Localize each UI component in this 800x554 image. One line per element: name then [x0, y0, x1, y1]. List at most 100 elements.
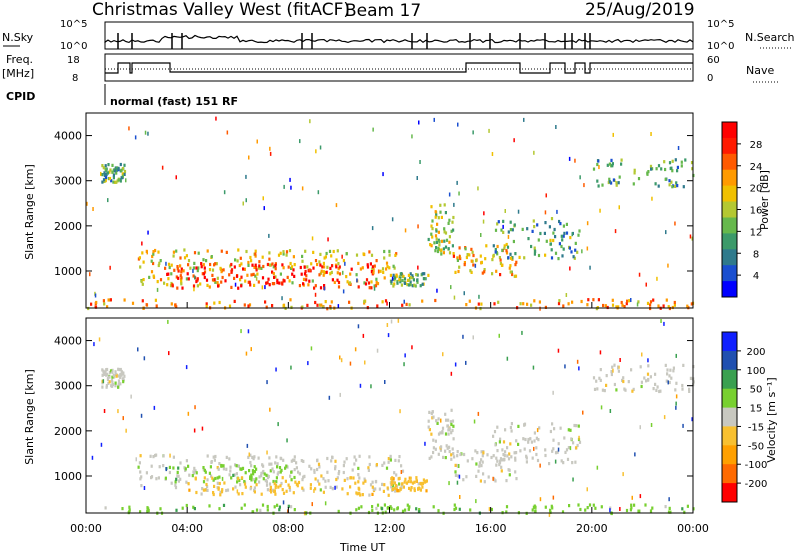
power-cell [537, 253, 541, 258]
velocity-cell-sparse [578, 435, 580, 440]
velocity-cell [287, 504, 290, 508]
velocity-cell [609, 506, 612, 510]
power-cell [409, 272, 412, 276]
velocity-cell [318, 465, 321, 469]
velocity-cell [446, 424, 450, 428]
velocity-cell [329, 485, 332, 489]
freq-trace [105, 62, 693, 74]
velocity-cell [456, 454, 459, 458]
power-cell [183, 248, 186, 252]
power-cell-sparse [483, 211, 485, 216]
power-cell [691, 167, 694, 171]
power-cell [533, 246, 536, 250]
velocity-cell [504, 428, 507, 432]
power-cell [359, 267, 362, 271]
nsky-line [104, 34, 694, 44]
velocity-cell [213, 484, 216, 488]
power-cell [142, 260, 145, 264]
power-cell [578, 229, 581, 233]
velocity-cell [548, 462, 551, 466]
velocity-cell [274, 484, 278, 488]
power-cell [195, 266, 198, 270]
power-cell [366, 265, 370, 269]
power-cell [424, 277, 427, 281]
velocity-cell [505, 505, 509, 509]
power-ytick-label: 3000 [54, 175, 82, 188]
power-cell [544, 253, 547, 257]
power-cell [324, 300, 327, 304]
velocity-colorbar-swatch [722, 407, 737, 427]
power-cell [407, 283, 411, 287]
velocity-cell [432, 415, 435, 419]
power-cell [370, 280, 373, 284]
velocity-cell [146, 506, 149, 510]
velocity-cell-sparse [240, 329, 242, 334]
velocity-cell [104, 370, 107, 374]
velocity-cell [494, 479, 497, 483]
power-cell [612, 178, 615, 182]
power-cell [179, 256, 182, 260]
power-cell-sparse [161, 165, 164, 170]
power-cell [255, 268, 258, 272]
velocity-cell [216, 466, 219, 470]
power-cell [242, 267, 245, 271]
power-cell-sparse [474, 263, 477, 268]
power-cell [192, 266, 195, 270]
velocity-cell [352, 476, 355, 480]
power-cell [385, 261, 389, 265]
power-cell [205, 302, 208, 306]
power-cell [305, 274, 308, 278]
power-cell [251, 263, 254, 267]
power-cell [290, 305, 293, 309]
velocity-cell [640, 380, 643, 384]
velocity-cell [103, 372, 106, 376]
velocity-cell [176, 470, 179, 474]
velocity-cell [367, 466, 370, 470]
power-cell [669, 166, 672, 171]
velocity-colorbar-swatch [722, 369, 737, 390]
velocity-cell-sparse [557, 348, 560, 353]
velocity-cell [466, 459, 469, 463]
power-cell [221, 275, 224, 280]
velocity-cell [457, 474, 460, 478]
power-cell [421, 299, 424, 303]
velocity-cell [250, 476, 253, 480]
velocity-cell [610, 370, 613, 374]
velocity-cell [139, 470, 142, 474]
power-cell [152, 274, 155, 278]
velocity-cell [298, 472, 301, 476]
power-cell [372, 271, 375, 275]
velocity-cell [187, 482, 190, 486]
power-cell [684, 158, 687, 162]
power-cell [468, 253, 471, 257]
x-axis-label: Time UT [339, 541, 385, 554]
velocity-cell-sparse [450, 371, 453, 376]
power-cell-sparse [128, 126, 130, 131]
velocity-cell [249, 487, 252, 491]
power-cell [230, 262, 233, 267]
power-cell [186, 272, 189, 276]
power-cell [166, 283, 169, 287]
power-cell [396, 279, 399, 284]
power-cell [554, 235, 557, 239]
velocity-cell [119, 372, 122, 377]
velocity-cell [630, 368, 633, 372]
power-cell [506, 245, 510, 249]
power-cell-sparse [507, 234, 510, 239]
velocity-cell [217, 487, 220, 491]
power-cell-sparse [450, 285, 452, 290]
velocity-cell [128, 510, 131, 514]
power-cell [570, 250, 573, 254]
power-cell [329, 304, 332, 309]
velocity-cell-sparse [465, 360, 467, 365]
velocity-ytick-label: 3000 [54, 380, 82, 393]
velocity-cell [193, 466, 196, 470]
power-cell [117, 178, 120, 182]
power-cell-sparse [386, 301, 388, 306]
velocity-cell [232, 473, 235, 477]
velocity-cell [533, 431, 536, 435]
velocity-cell [435, 419, 438, 423]
velocity-cell [117, 379, 121, 383]
power-cell [196, 278, 199, 282]
velocity-cell-sparse [384, 380, 386, 384]
